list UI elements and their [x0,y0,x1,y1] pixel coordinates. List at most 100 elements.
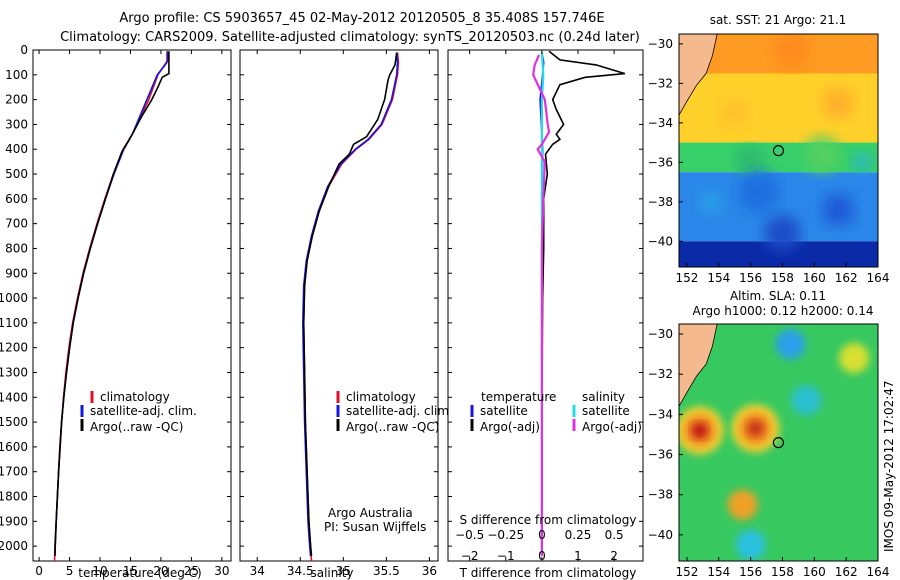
sla-map-frame [678,323,879,562]
figure-title-line1: Argo profile: CS 5903657_45 02-May-2012 … [119,11,604,26]
map-y-tick-label: −38 [648,195,673,209]
map-x-tick-label: 152 [676,271,699,285]
y-tick-label: 1600 [0,440,28,454]
map-x-tick-label: 162 [835,565,858,579]
legend-label-s-argo: Argo(-adj) [582,420,642,434]
credit-line1: Argo Australia [328,506,413,520]
y-tick-label: 1200 [0,341,28,355]
temperature-legend-block: temperature satellite Argo(-adj) [470,390,556,434]
legend-label-t-satellite: satellite [480,404,528,418]
legend-label-argo: Argo(..raw -QC) [346,420,439,434]
y-tick-label: 400 [5,142,28,156]
temperature-axis-ticks: 0 5 10 15 20 25 300100200300400500600700800900… [0,43,231,578]
coastline-land [679,34,718,267]
x-tick-label-t: −1 [497,549,515,563]
sst-band [679,142,878,173]
imos-timestamp: IMOS 09-May-2012 17:02:47 [882,380,896,552]
y-tick-label: 300 [5,117,28,131]
sst-map-panel: sat. SST: 21 Argo: 21.1 152 154 156 158 160 1… [648,13,890,285]
sst-anomaly [764,215,801,252]
y-tick-label: 100 [5,68,28,82]
series-line-argo-raw-qc- [54,51,170,557]
sla-map-ticks: 152 154 156 158 160 162 164 −30 −32 −34 −36 −38 −40 [648,327,890,579]
legend-label-climatology: climatology [346,390,416,404]
y-tick-label: 500 [5,167,28,181]
salinity-axes-frame [239,49,439,562]
float-position-marker [772,145,785,157]
legend-label-s-satellite: satellite [582,404,630,418]
salinity-legend: climatology satellite-adj. clim. Argo(..… [336,390,453,434]
map-x-tick-label: 158 [771,565,794,579]
sst-anomaly [736,146,765,175]
x-tick-label: 25 [184,564,199,578]
sst-anomaly [698,189,723,214]
y-tick-label: 1800 [0,490,28,504]
x-tick-label: 35 [336,564,351,578]
difference-t-xlabel: T difference from climatology [459,566,637,580]
sst-heatmap [679,34,878,267]
map-y-tick-label: −40 [648,528,673,542]
sst-anomaly [822,87,855,120]
y-tick-label: 800 [5,241,28,255]
map-y-tick-label: −34 [648,407,673,421]
y-tick-label: 900 [5,266,28,280]
map-y-tick-label: −36 [648,448,673,462]
x-tick-label: 10 [92,564,107,578]
sla-anomaly [727,489,758,520]
map-y-tick-label: −40 [648,234,673,248]
sst-map-title: sat. SST: 21 Argo: 21.1 [710,13,847,27]
temperature-panel: 0 5 10 15 20 25 300100200300400500600700800900… [0,43,232,580]
sst-anomaly [804,136,841,173]
sst-heatmap-bands [679,34,878,267]
map-x-tick-label: 154 [707,271,730,285]
y-tick-label: 1300 [0,365,28,379]
x-tick-label: 34.5 [287,564,314,578]
y-tick-label: 600 [5,192,28,206]
sst-anomaly [852,152,873,173]
sla-eddy-core [747,420,764,437]
sst-map-frame [678,33,879,268]
y-tick-label: 1700 [0,465,28,479]
sst-map-ticks: 152 154 156 158 160 162 164 −30 −32 −34 −36 −38 −40 [648,37,890,285]
sla-anomaly [791,385,822,416]
map-x-tick-label: 164 [867,565,890,579]
legend-label-satellite: satellite-adj. clim. [346,404,453,418]
x-tick-label: 34 [250,564,265,578]
difference-s-xlabel: S difference from climatology [460,513,637,527]
salinity-profile-lines [301,52,400,562]
y-tick-label: 200 [5,93,28,107]
sla-map-panel: Altim. SLA: 0.11 Argo h1000: 0.12 h2000:… [648,289,890,579]
salinity-axis-ticks: 34 34.5 35 35.5 36 [240,49,438,578]
difference-profile-lines [532,50,626,556]
x-tick-label-s: −0.25 [487,528,524,542]
y-tick-label: 700 [5,217,28,231]
temperature-legend: climatology satellite-adj. clim. Argo(..… [80,390,197,434]
salinity-legend-block: salinity satellite Argo(-adj) [572,390,642,434]
x-tick-label-s: 0.25 [565,528,592,542]
map-x-tick-label: 156 [739,565,762,579]
legend-label-argo: Argo(..raw -QC) [90,420,183,434]
map-y-tick-label: −30 [648,37,673,51]
x-tick-label: 0 [35,564,43,578]
x-tick-label-t: 2 [610,549,618,563]
map-y-tick-label: −38 [648,488,673,502]
sla-eddy-core [691,422,708,439]
difference-panel: −2 −1 0 1 2 −0.5 −0.25 0 0.25 0.5 S difference fr… [447,49,644,580]
x-tick-label: 20 [153,564,168,578]
y-tick-label: 0 [20,43,28,57]
x-tick-label: 35.5 [373,564,400,578]
credit-line2: PI: Susan Wijffels [324,520,426,534]
map-y-tick-label: −34 [648,116,673,130]
figure-title-line2: Climatology: CARS2009. Satellite-adjuste… [60,30,640,45]
sla-heatmap [679,324,878,561]
legend-label-t-argo: Argo(-adj) [480,420,540,434]
map-x-tick-label: 158 [771,271,794,285]
temperature-profile-lines [53,51,170,562]
float-position-marker [772,437,785,449]
sst-anomaly [822,193,855,226]
x-tick-label-t: 1 [574,549,582,563]
coastline-land [679,324,718,561]
sst-anomaly [720,98,749,127]
legend-label-satellite: satellite-adj. clim. [90,404,197,418]
